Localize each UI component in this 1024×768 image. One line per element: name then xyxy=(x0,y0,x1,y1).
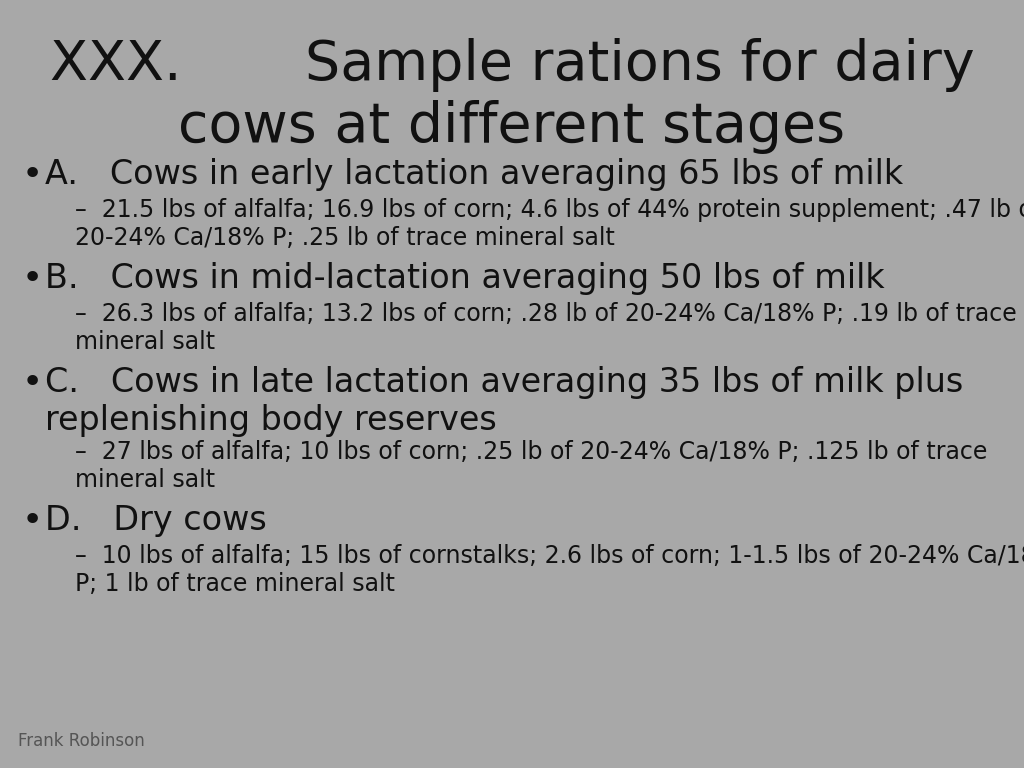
Text: –  26.3 lbs of alfalfa; 13.2 lbs of corn; .28 lb of 20-24% Ca/18% P; .19 lb of t: – 26.3 lbs of alfalfa; 13.2 lbs of corn;… xyxy=(75,302,1017,354)
Text: •: • xyxy=(22,158,43,192)
Text: B.   Cows in mid-lactation averaging 50 lbs of milk: B. Cows in mid-lactation averaging 50 lb… xyxy=(45,262,885,295)
Text: C.   Cows in late lactation averaging 35 lbs of milk plus
replenishing body rese: C. Cows in late lactation averaging 35 l… xyxy=(45,366,964,437)
Text: •: • xyxy=(22,366,43,400)
Text: D.   Dry cows: D. Dry cows xyxy=(45,504,266,537)
Text: XXX.       Sample rations for dairy: XXX. Sample rations for dairy xyxy=(49,38,975,92)
Text: cows at different stages: cows at different stages xyxy=(178,100,846,154)
Text: •: • xyxy=(22,504,43,538)
Text: A.   Cows in early lactation averaging 65 lbs of milk: A. Cows in early lactation averaging 65 … xyxy=(45,158,903,191)
Text: Frank Robinson: Frank Robinson xyxy=(18,732,144,750)
Text: –  10 lbs of alfalfa; 15 lbs of cornstalks; 2.6 lbs of corn; 1-1.5 lbs of 20-24%: – 10 lbs of alfalfa; 15 lbs of cornstalk… xyxy=(75,544,1024,596)
Text: –  21.5 lbs of alfalfa; 16.9 lbs of corn; 4.6 lbs of 44% protein supplement; .47: – 21.5 lbs of alfalfa; 16.9 lbs of corn;… xyxy=(75,198,1024,250)
Text: •: • xyxy=(22,262,43,296)
Text: –  27 lbs of alfalfa; 10 lbs of corn; .25 lb of 20-24% Ca/18% P; .125 lb of trac: – 27 lbs of alfalfa; 10 lbs of corn; .25… xyxy=(75,440,987,492)
